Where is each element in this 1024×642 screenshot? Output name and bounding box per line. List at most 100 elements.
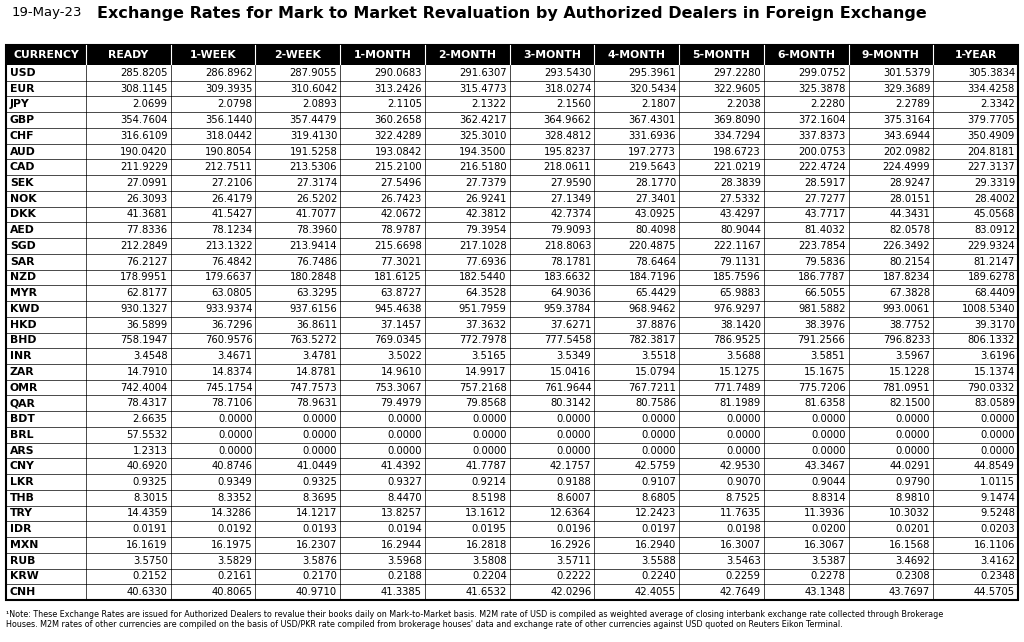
- Text: 0.9188: 0.9188: [557, 477, 592, 487]
- Bar: [6, 553, 1018, 569]
- Text: 42.9530: 42.9530: [720, 461, 761, 471]
- Bar: [6, 222, 1018, 238]
- Text: 0.0000: 0.0000: [387, 429, 422, 440]
- Text: 8.7525: 8.7525: [726, 492, 761, 503]
- Text: 760.9576: 760.9576: [205, 335, 253, 345]
- Text: 81.4032: 81.4032: [805, 225, 846, 235]
- Text: 79.4979: 79.4979: [381, 398, 422, 408]
- Text: 0.0000: 0.0000: [557, 446, 592, 456]
- Bar: [6, 191, 1018, 207]
- Text: 0.2161: 0.2161: [217, 571, 253, 582]
- Text: 2.2280: 2.2280: [811, 100, 846, 109]
- Text: 3.5387: 3.5387: [811, 556, 846, 566]
- Text: 186.7787: 186.7787: [798, 272, 846, 282]
- Bar: [6, 270, 1018, 285]
- Text: 194.3500: 194.3500: [459, 146, 507, 157]
- Text: 8.9810: 8.9810: [896, 492, 930, 503]
- Text: 350.4909: 350.4909: [968, 131, 1015, 141]
- Text: 951.7959: 951.7959: [459, 304, 507, 314]
- Text: 362.4217: 362.4217: [459, 115, 507, 125]
- Text: 14.9610: 14.9610: [381, 367, 422, 377]
- Text: 0.9325: 0.9325: [302, 477, 337, 487]
- Text: 369.8090: 369.8090: [714, 115, 761, 125]
- Text: 0.0000: 0.0000: [981, 429, 1015, 440]
- Text: 178.9951: 178.9951: [120, 272, 168, 282]
- Text: 0.0000: 0.0000: [218, 446, 253, 456]
- Text: 367.4301: 367.4301: [629, 115, 676, 125]
- Text: 38.7752: 38.7752: [889, 320, 930, 329]
- Bar: [6, 506, 1018, 521]
- Text: 37.8876: 37.8876: [635, 320, 676, 329]
- Text: 16.3067: 16.3067: [804, 540, 846, 550]
- Text: 16.2926: 16.2926: [550, 540, 592, 550]
- Text: 2.2038: 2.2038: [726, 100, 761, 109]
- Text: 27.7277: 27.7277: [804, 194, 846, 204]
- Text: 3.5688: 3.5688: [726, 351, 761, 361]
- Text: 337.8373: 337.8373: [799, 131, 846, 141]
- Text: 190.0420: 190.0420: [121, 146, 168, 157]
- Text: 42.3812: 42.3812: [466, 209, 507, 220]
- Text: 309.3935: 309.3935: [205, 83, 253, 94]
- Text: 43.3467: 43.3467: [805, 461, 846, 471]
- Bar: [6, 364, 1018, 379]
- Text: 3.5968: 3.5968: [387, 556, 422, 566]
- Text: 308.1145: 308.1145: [121, 83, 168, 94]
- Text: 65.4429: 65.4429: [635, 288, 676, 298]
- Text: 0.9107: 0.9107: [641, 477, 676, 487]
- Text: 40.6330: 40.6330: [127, 587, 168, 597]
- Text: 27.2106: 27.2106: [211, 178, 253, 188]
- Text: 14.8781: 14.8781: [296, 367, 337, 377]
- Text: 41.7077: 41.7077: [296, 209, 337, 220]
- Text: 16.2818: 16.2818: [465, 540, 507, 550]
- Text: 27.7379: 27.7379: [465, 178, 507, 188]
- Text: 202.0982: 202.0982: [883, 146, 930, 157]
- Text: 80.3142: 80.3142: [550, 398, 592, 408]
- Text: 193.0842: 193.0842: [375, 146, 422, 157]
- Text: 328.4812: 328.4812: [544, 131, 592, 141]
- Text: 356.1440: 356.1440: [205, 115, 253, 125]
- Text: 40.6920: 40.6920: [127, 461, 168, 471]
- Text: 195.8237: 195.8237: [544, 146, 592, 157]
- Text: 81.1989: 81.1989: [720, 398, 761, 408]
- Text: 2-WEEK: 2-WEEK: [274, 50, 322, 60]
- Bar: [6, 175, 1018, 191]
- Text: 14.9917: 14.9917: [465, 367, 507, 377]
- Text: 3.4162: 3.4162: [980, 556, 1015, 566]
- Text: 0.0201: 0.0201: [896, 524, 930, 534]
- Text: 3.5967: 3.5967: [895, 351, 930, 361]
- Text: 27.9590: 27.9590: [550, 178, 592, 188]
- Text: 318.0274: 318.0274: [544, 83, 592, 94]
- Text: 0.0000: 0.0000: [472, 429, 507, 440]
- Text: 325.3010: 325.3010: [459, 131, 507, 141]
- Text: 1.0115: 1.0115: [980, 477, 1015, 487]
- Text: 222.1167: 222.1167: [713, 241, 761, 251]
- Text: 77.6936: 77.6936: [465, 257, 507, 266]
- Text: 80.7586: 80.7586: [635, 398, 676, 408]
- Text: 11.3936: 11.3936: [804, 508, 846, 519]
- Text: 0.0000: 0.0000: [811, 414, 846, 424]
- Text: 44.3431: 44.3431: [890, 209, 930, 220]
- Text: 78.9631: 78.9631: [296, 398, 337, 408]
- Text: 63.8727: 63.8727: [381, 288, 422, 298]
- Text: 28.0151: 28.0151: [889, 194, 930, 204]
- Text: 331.6936: 331.6936: [629, 131, 676, 141]
- Text: 216.5180: 216.5180: [459, 162, 507, 172]
- Text: 0.0000: 0.0000: [303, 429, 337, 440]
- Text: 0.0000: 0.0000: [896, 414, 930, 424]
- Text: 27.5496: 27.5496: [381, 178, 422, 188]
- Text: 41.4392: 41.4392: [381, 461, 422, 471]
- Text: 6-MONTH: 6-MONTH: [777, 50, 836, 60]
- Bar: [6, 144, 1018, 159]
- Text: 211.9229: 211.9229: [120, 162, 168, 172]
- Text: 0.2170: 0.2170: [302, 571, 337, 582]
- Text: 79.9093: 79.9093: [550, 225, 592, 235]
- Text: ARS: ARS: [10, 446, 35, 456]
- Text: 0.0000: 0.0000: [811, 429, 846, 440]
- Text: 219.5643: 219.5643: [629, 162, 676, 172]
- Text: CNY: CNY: [10, 461, 35, 471]
- Text: 945.4638: 945.4638: [375, 304, 422, 314]
- Text: 767.7211: 767.7211: [628, 383, 676, 392]
- Text: 190.8054: 190.8054: [205, 146, 253, 157]
- Text: 3.5876: 3.5876: [302, 556, 337, 566]
- Text: 27.1349: 27.1349: [550, 194, 592, 204]
